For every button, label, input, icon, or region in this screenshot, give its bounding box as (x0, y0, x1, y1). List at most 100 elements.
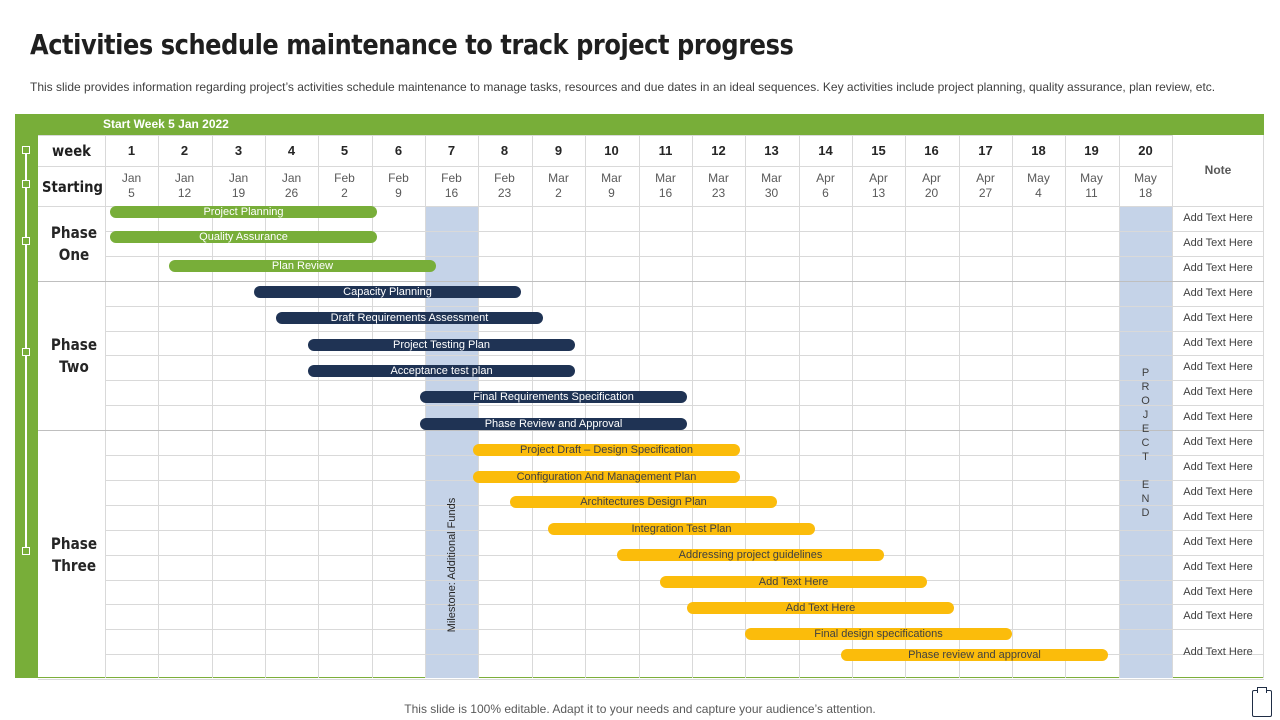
page-title: Activities schedule maintenance to track… (30, 28, 794, 61)
date-month: Mar (548, 171, 569, 185)
grid-hline (38, 206, 1264, 207)
date-month: Jan (281, 171, 302, 185)
note-cell[interactable]: Add Text Here (1183, 461, 1253, 473)
week-number: 17 (978, 143, 993, 158)
project-end-column (1119, 206, 1172, 678)
note-cell[interactable]: Add Text Here (1183, 486, 1253, 498)
task-bar[interactable]: Plan Review (169, 260, 436, 272)
date-month: Mar (601, 171, 622, 185)
date-month: May (1080, 171, 1103, 185)
phase-label-three: Phase Three (43, 533, 104, 577)
task-bar[interactable]: Quality Assurance (110, 231, 377, 243)
note-cell[interactable]: Add Text Here (1183, 646, 1253, 658)
grid-vline (585, 135, 586, 678)
task-bar[interactable]: Project Planning (110, 206, 377, 218)
week-number: 3 (234, 143, 243, 158)
task-bar[interactable]: Addressing project guidelines (617, 549, 884, 561)
date-day: 4 (1035, 186, 1042, 200)
date-day: 6 (822, 186, 829, 200)
task-bar[interactable]: Configuration And Management Plan (473, 471, 740, 483)
grid-vline (372, 135, 373, 678)
note-cell[interactable]: Add Text Here (1183, 312, 1253, 324)
task-bar[interactable]: Capacity Planning (254, 286, 521, 298)
phase-label-line: Phase (50, 335, 98, 354)
grid-hline (105, 380, 1264, 381)
phase-label-one: Phase One (43, 222, 104, 266)
week-start-date: Apr 13 (852, 171, 905, 201)
date-day: 18 (1138, 186, 1153, 200)
grid-vline (745, 135, 746, 678)
week-number: 4 (287, 143, 296, 158)
grid-vline (158, 135, 159, 678)
week-number: 13 (764, 143, 779, 158)
date-month: May (1027, 171, 1050, 185)
week-number: 16 (924, 143, 939, 158)
week-header-label: week (52, 142, 91, 160)
date-day: 2 (555, 186, 562, 200)
grid-hline (38, 679, 1264, 680)
task-bar[interactable]: Integration Test Plan (548, 523, 815, 535)
note-cell[interactable]: Add Text Here (1183, 411, 1253, 423)
date-day: 23 (711, 186, 726, 200)
task-bar[interactable]: Phase Review and Approval (420, 418, 687, 430)
grid-vline (1012, 135, 1013, 678)
task-bar[interactable]: Architectures Design Plan (510, 496, 777, 508)
week-start-date: Mar 2 (532, 171, 585, 201)
note-cell[interactable]: Add Text Here (1183, 561, 1253, 573)
grid-vline (639, 135, 640, 678)
task-bar[interactable]: Add Text Here (660, 576, 927, 588)
date-day: 30 (764, 186, 779, 200)
date-month: Jan (121, 171, 142, 185)
date-month: Apr (976, 171, 995, 185)
project-end-label: P R O J E C T E N D (1141, 367, 1150, 519)
week-start-date: Apr 20 (905, 171, 958, 201)
week-start-date: Feb 2 (318, 171, 371, 201)
date-day: 12 (177, 186, 192, 200)
note-cell[interactable]: Add Text Here (1183, 610, 1253, 622)
week-start-date: Feb 23 (478, 171, 531, 201)
phase-label-line: Three (51, 556, 97, 575)
grid-vline (265, 135, 266, 678)
week-start-date: Jan 26 (265, 171, 318, 201)
note-cell[interactable]: Add Text Here (1183, 536, 1253, 548)
note-cell[interactable]: Add Text Here (1183, 386, 1253, 398)
phase-label-line: Two (59, 357, 89, 376)
note-cell[interactable]: Add Text Here (1183, 212, 1253, 224)
milestone-column (426, 206, 479, 678)
week-start-date: Mar 23 (692, 171, 745, 201)
task-bar[interactable]: Draft Requirements Assessment (276, 312, 543, 324)
task-bar[interactable]: Add Text Here (687, 602, 954, 614)
phase-label-line: One (58, 245, 90, 264)
grid-vline (1065, 135, 1066, 678)
note-header: Note (1204, 163, 1232, 177)
grid-vline (959, 135, 960, 678)
grid-hline (105, 256, 1264, 257)
week-start-date: Mar 30 (745, 171, 798, 201)
timeline-dot (22, 348, 30, 356)
task-bar[interactable]: Acceptance test plan (308, 365, 575, 377)
note-cell[interactable]: Add Text Here (1183, 237, 1253, 249)
date-month: Apr (869, 171, 888, 185)
note-cell[interactable]: Add Text Here (1183, 337, 1253, 349)
task-bar[interactable]: Project Testing Plan (308, 339, 575, 351)
note-cell[interactable]: Add Text Here (1183, 287, 1253, 299)
note-cell[interactable]: Add Text Here (1183, 262, 1253, 274)
date-day: 9 (608, 186, 615, 200)
task-bar[interactable]: Project Draft – Design Specification (473, 444, 740, 456)
task-bar[interactable]: Phase review and approval (841, 649, 1108, 661)
note-cell[interactable]: Add Text Here (1183, 361, 1253, 373)
grid-vline (852, 135, 853, 678)
week-number: 15 (871, 143, 886, 158)
week-number: 6 (394, 143, 403, 158)
task-bar[interactable]: Final Requirements Specification (420, 391, 687, 403)
phase-label-two: Phase Two (43, 334, 104, 378)
week-start-date: Jan 19 (212, 171, 265, 201)
week-number: 20 (1138, 143, 1153, 158)
note-cell[interactable]: Add Text Here (1183, 436, 1253, 448)
date-day: 2 (341, 186, 348, 200)
timeline-dot (22, 146, 30, 154)
task-bar[interactable]: Final design specifications (745, 628, 1012, 640)
note-cell[interactable]: Add Text Here (1183, 586, 1253, 598)
note-cell[interactable]: Add Text Here (1183, 511, 1253, 523)
date-month: Feb (388, 171, 409, 185)
